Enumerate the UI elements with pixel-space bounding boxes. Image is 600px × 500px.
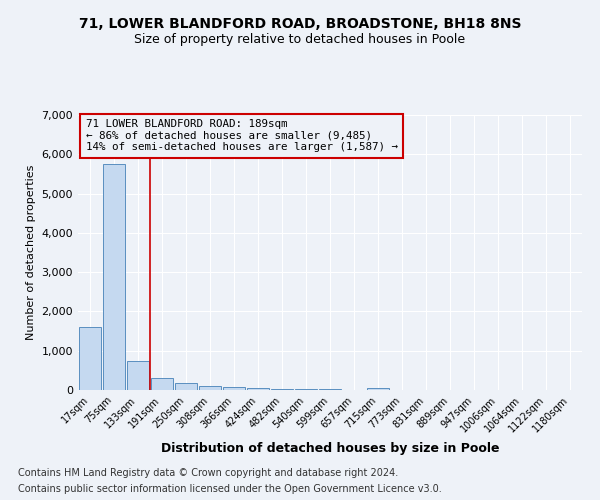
Bar [79,327,101,390]
Bar [247,388,269,390]
Text: Contains HM Land Registry data © Crown copyright and database right 2024.: Contains HM Land Registry data © Crown c… [18,468,398,477]
X-axis label: Distribution of detached houses by size in Poole: Distribution of detached houses by size … [161,442,499,456]
Y-axis label: Number of detached properties: Number of detached properties [26,165,36,340]
Bar [103,164,125,390]
Text: 71, LOWER BLANDFORD ROAD, BROADSTONE, BH18 8NS: 71, LOWER BLANDFORD ROAD, BROADSTONE, BH… [79,18,521,32]
Text: 71 LOWER BLANDFORD ROAD: 189sqm
← 86% of detached houses are smaller (9,485)
14%: 71 LOWER BLANDFORD ROAD: 189sqm ← 86% of… [86,119,398,152]
Text: Size of property relative to detached houses in Poole: Size of property relative to detached ho… [134,32,466,46]
Bar [127,360,149,390]
Text: Contains public sector information licensed under the Open Government Licence v3: Contains public sector information licen… [18,484,442,494]
Bar [199,386,221,390]
Bar [175,383,197,390]
Bar [271,389,293,390]
Bar [295,389,317,390]
Bar [151,378,173,390]
Bar [223,388,245,390]
Bar [367,388,389,390]
